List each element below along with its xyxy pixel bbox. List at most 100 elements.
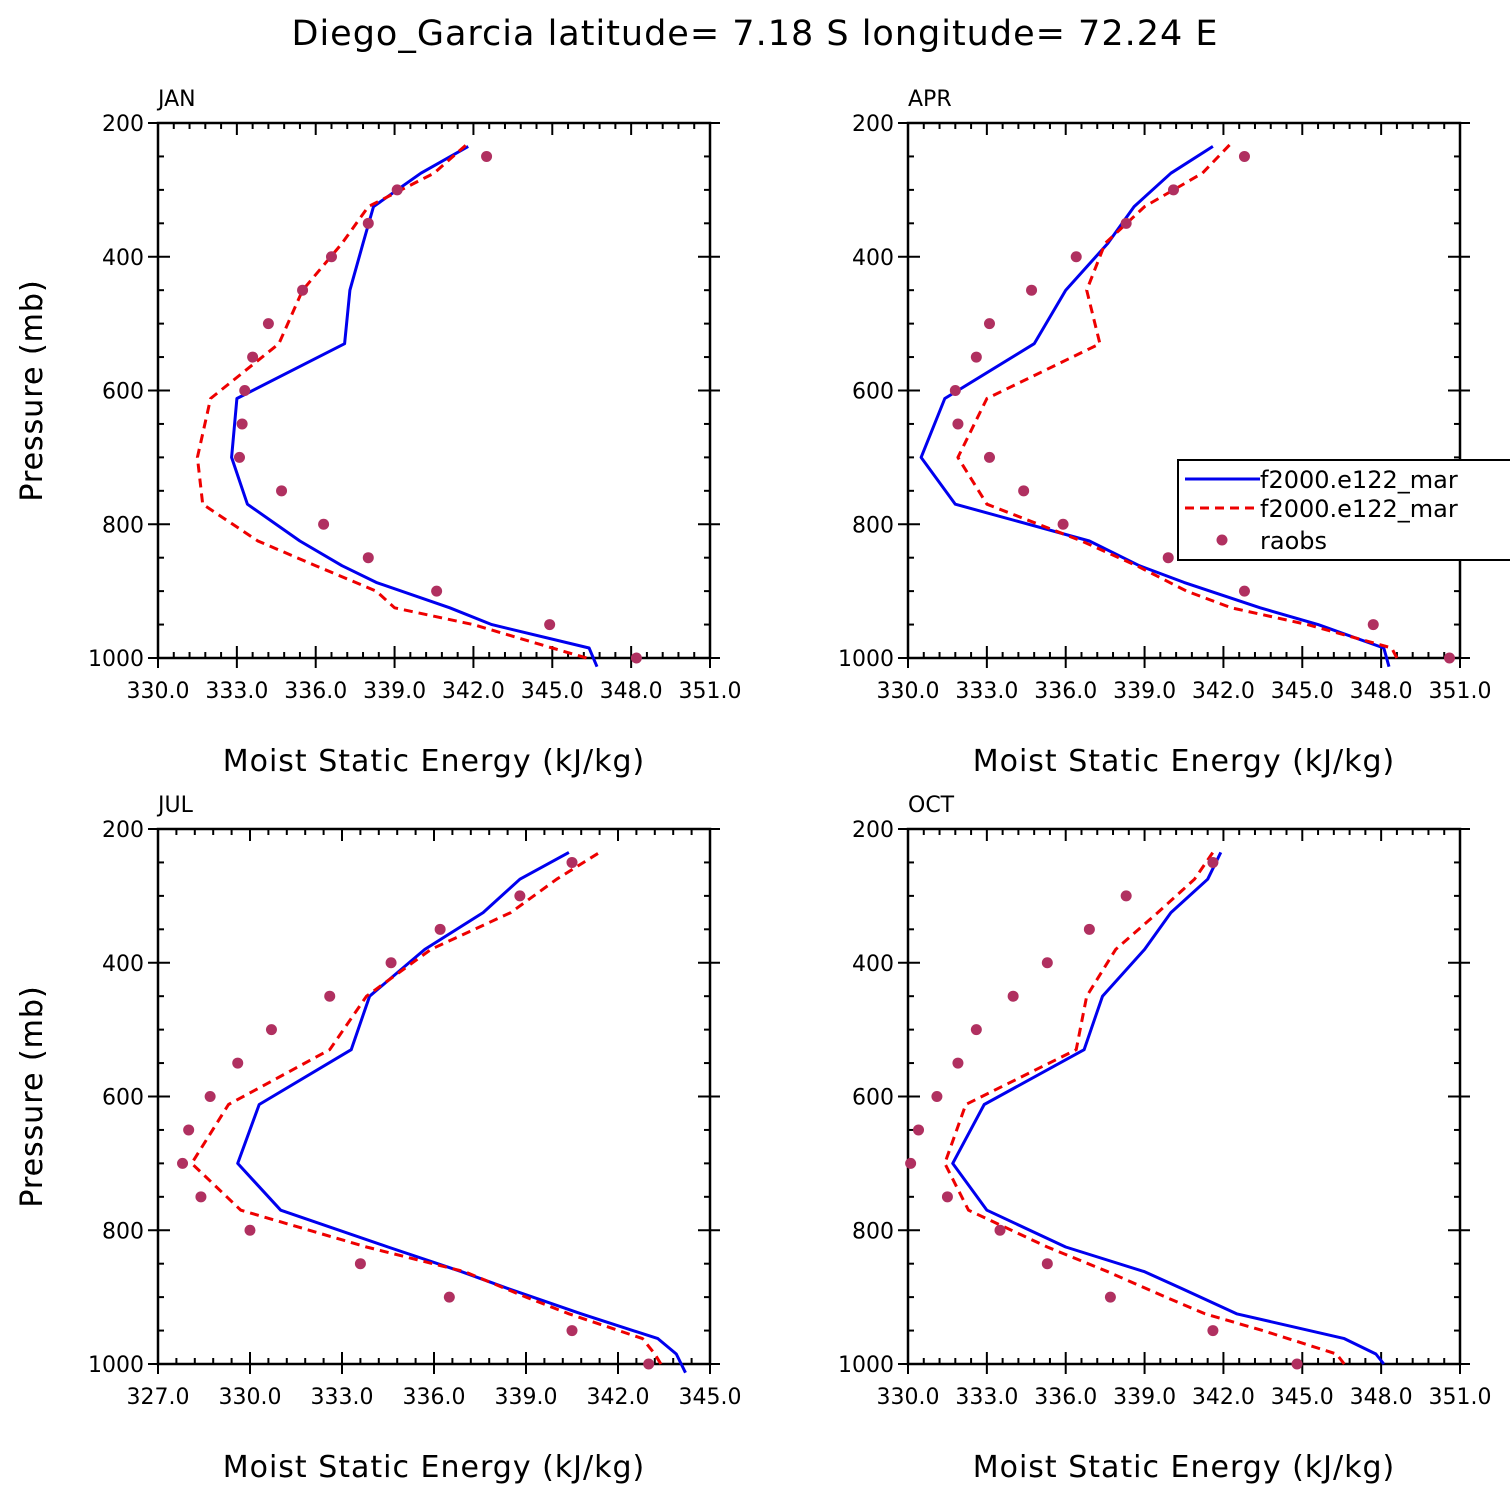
panel-apr-obs-point (1070, 251, 1082, 263)
panel-jan-obs-point (544, 619, 556, 631)
panel-oct-obs-point (1104, 1291, 1116, 1303)
panel-jan-xtick-label: 336.0 (284, 679, 347, 704)
legend-label: f2000.e122_mar (1260, 466, 1458, 494)
panel-jan-xtick-label: 330.0 (127, 679, 190, 704)
panel-jul-obs-point (566, 1325, 578, 1337)
panel-apr-frame (906, 121, 1462, 660)
panel-jan-xtick-label: 345.0 (521, 679, 584, 704)
legend-box (1177, 459, 1510, 561)
panel-jan-xtick-label: 348.0 (600, 679, 663, 704)
panel-jul-xtick-label: 330.0 (219, 1385, 282, 1410)
panel-oct-series-dashed (943, 851, 1346, 1365)
panel-jul-xtick-label: 345.0 (679, 1385, 742, 1410)
panel-apr-obs-point (983, 318, 995, 330)
panel-oct-ytick-label: 600 (852, 1086, 894, 1111)
panel-jul-obs-point (195, 1191, 207, 1203)
panel-oct-obs-point (1207, 856, 1219, 868)
panel-jan-obs-point (276, 485, 288, 497)
panel-jan-obs-point (239, 385, 251, 396)
panel-jan-obs-point (233, 451, 245, 463)
panel-oct-obs-point (913, 1124, 925, 1136)
panel-oct-obs-point (1041, 1258, 1053, 1270)
panel-oct-xtick-label: 345.0 (1271, 1385, 1334, 1410)
panel-apr-obs-point (1238, 585, 1250, 597)
panel-jan-obs-point (481, 150, 493, 162)
panel-jul-ytick-label: 1000 (88, 1353, 144, 1378)
panel-jul-xtick-label: 327.0 (127, 1385, 190, 1410)
panel-apr-ytick-label: 600 (852, 380, 894, 405)
panel-jul-title: JUL (156, 793, 194, 818)
panel-oct-obs-point (1291, 1358, 1303, 1370)
panel-jul-obs-point (204, 1091, 216, 1102)
panel-oct-title: OCT (908, 793, 955, 818)
panel-oct-series-solid (951, 851, 1385, 1365)
panel-jan-obs-point (431, 585, 443, 597)
panel-jul-xtick-label: 336.0 (403, 1385, 466, 1410)
panel-jan-series-solid (230, 145, 599, 668)
panel-jan-obs-point (362, 552, 374, 564)
panel-oct-obs-point (1041, 957, 1053, 969)
panel-apr-obs-point (949, 385, 961, 396)
panel-jan: JAN 330.0 333.0 336.0 339.0 342.0 345.0 348.0 35… (15, 87, 741, 779)
panel-jan-ytick-label: 600 (102, 380, 144, 405)
panel-jul-obs-point (265, 1024, 277, 1036)
panel-oct-ytick-label: 1000 (838, 1353, 894, 1378)
panel-jan-xlabel: Moist Static Energy (kJ/kg) (223, 744, 646, 779)
panel-apr-xtick-label: 336.0 (1034, 679, 1097, 704)
panel-jul-obs-point (177, 1157, 189, 1169)
panel-jan-ytick-label: 400 (102, 246, 144, 271)
panel-jan-ytick-label: 800 (102, 513, 144, 538)
panel-jan-obs-point (325, 251, 337, 263)
panel-oct-obs-point (994, 1224, 1006, 1236)
panel-jan-ytick-label: 1000 (88, 647, 144, 672)
panel-jul-series-solid (236, 851, 687, 1374)
panel-apr-ytick-label: 1000 (838, 647, 894, 672)
panel-apr-xtick-label: 339.0 (1113, 679, 1176, 704)
panel-jan-obs-point (630, 652, 642, 664)
panel-oct-frame (906, 827, 1462, 1366)
panel-jul-obs-point (324, 990, 336, 1002)
panel-apr-xtick-label: 342.0 (1192, 679, 1255, 704)
panel-jul-obs-point (232, 1057, 244, 1069)
panel-oct: OCT 330.0 333.0 336.0 339.0 342.0 345.0 348.0 35… (15, 793, 1491, 1485)
panel-apr-title: APR (908, 87, 952, 112)
panel-apr-obs-point (1026, 284, 1038, 296)
panel-apr-series-dashed (956, 142, 1399, 659)
panel-oct-ytick-label: 200 (852, 818, 894, 843)
panel-jul: JUL 327.0 330.0 333.0 336.0 339.0 342.0 345.0 20… (15, 793, 741, 1485)
panel-jan-ylabel: Pressure (mb) (15, 279, 50, 501)
panel-jan-series-dashed (195, 141, 587, 660)
panel-oct-ylabel: Pressure (mb) (15, 985, 50, 1207)
panel-apr-ytick-label: 400 (852, 246, 894, 271)
legend-label: f2000.e122_mar (1260, 495, 1458, 523)
panel-jul-ytick-label: 800 (102, 1219, 144, 1244)
panel-oct-ytick-label: 400 (852, 952, 894, 977)
panel-jan-obs-point (318, 518, 330, 530)
panel-jul-obs-point (514, 890, 526, 902)
panel-jul-obs-point (183, 1124, 195, 1136)
panel-oct-xtick-label: 336.0 (1034, 1385, 1097, 1410)
panel-oct-obs-point (1007, 990, 1019, 1002)
panel-jul-obs-point (566, 856, 578, 868)
panel-apr-xtick-label: 348.0 (1350, 679, 1413, 704)
panel-jul-xtick-label: 342.0 (587, 1385, 650, 1410)
panel-jul-xlabel: Moist Static Energy (kJ/kg) (223, 1450, 646, 1485)
legend-label: raobs (1260, 527, 1327, 555)
panels: JAN 330.0 333.0 336.0 339.0 342.0 345.0 348.0 35… (15, 87, 1491, 1485)
panel-jul-ytick-label: 600 (102, 1086, 144, 1111)
panel-apr-plot-area (919, 142, 1399, 668)
panel-oct-xtick-label: 339.0 (1113, 1385, 1176, 1410)
panel-apr-obs-point (970, 351, 982, 363)
panel-oct-obs-point (970, 1024, 982, 1036)
panel-jan-ytick-label: 200 (102, 112, 144, 137)
panel-jan-plot-area (195, 141, 599, 668)
panel-oct-plot-area (943, 851, 1385, 1365)
panel-apr-xtick-label: 333.0 (955, 679, 1018, 704)
panel-oct-xtick-label: 330.0 (877, 1385, 940, 1410)
panel-oct-obs-point (931, 1091, 943, 1102)
panel-jan-obs-point (391, 184, 403, 196)
panel-apr-obs-point (983, 451, 995, 463)
panel-apr-xlabel: Moist Static Energy (kJ/kg) (973, 744, 1396, 779)
panel-oct-obs-point (905, 1157, 917, 1169)
panel-oct-xtick-label: 333.0 (955, 1385, 1018, 1410)
